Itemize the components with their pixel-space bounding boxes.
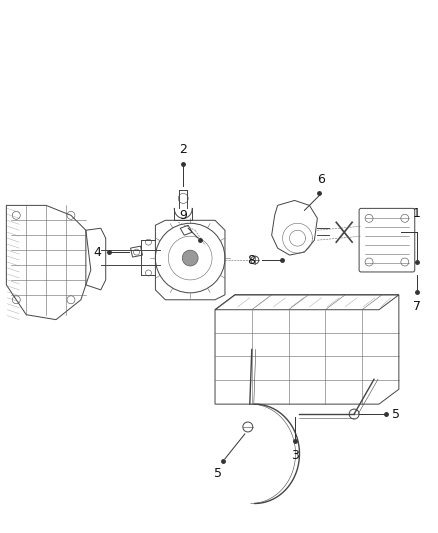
Text: 1: 1 bbox=[413, 207, 420, 220]
Text: 3: 3 bbox=[290, 449, 298, 462]
Text: 5: 5 bbox=[214, 467, 222, 480]
Text: 5: 5 bbox=[392, 408, 400, 421]
Circle shape bbox=[182, 250, 198, 266]
Text: 4: 4 bbox=[93, 246, 101, 259]
Text: 6: 6 bbox=[318, 173, 325, 185]
Text: 9: 9 bbox=[179, 209, 187, 222]
Text: 8: 8 bbox=[247, 254, 255, 266]
Text: 2: 2 bbox=[179, 143, 187, 156]
Text: 7: 7 bbox=[413, 300, 421, 313]
